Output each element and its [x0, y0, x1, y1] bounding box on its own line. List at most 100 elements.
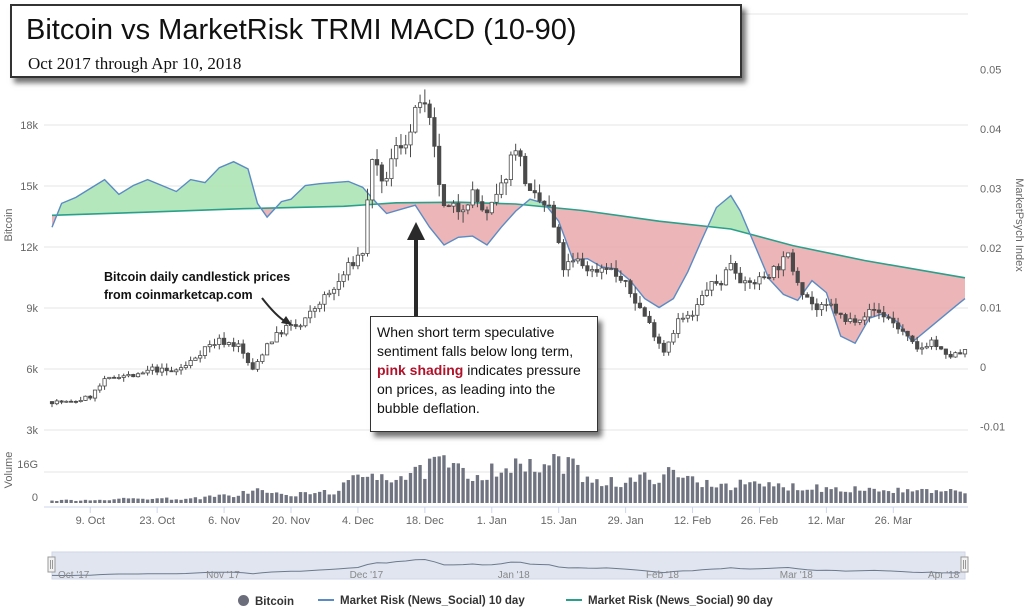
candle-body — [590, 269, 595, 272]
volume-bar — [93, 500, 97, 503]
candle-body — [566, 261, 571, 271]
volume-bar — [929, 493, 934, 503]
candle-body — [862, 316, 867, 321]
volume-bar — [920, 488, 924, 503]
candle-body — [441, 184, 447, 206]
volume-bar — [623, 482, 628, 503]
candle-body — [723, 269, 729, 286]
candle-body — [537, 192, 542, 202]
volume-bar — [365, 476, 370, 503]
volume-bar — [399, 476, 403, 503]
candle-body — [274, 332, 279, 343]
price-tick-label: 6k — [26, 364, 38, 376]
candle-body — [255, 361, 260, 370]
volume-bar — [714, 487, 719, 503]
candle-body — [580, 258, 585, 267]
candle-body — [527, 183, 533, 191]
volume-bar — [628, 477, 633, 503]
volume-bar — [905, 489, 910, 503]
volume-bar — [150, 498, 155, 503]
sentiment-tick-label: -0.01 — [980, 422, 1005, 434]
candle-body — [900, 328, 905, 332]
green-fill-area — [56, 161, 261, 216]
candle-body — [159, 367, 165, 373]
candle-body — [647, 315, 652, 323]
sentiment-tick-label: 0.04 — [980, 124, 1001, 136]
candle-body — [518, 150, 523, 157]
range-navigator[interactable]: Oct '17 Nov '17 Dec '17 Jan '18 Feb '18 Mar '… — [47, 551, 969, 581]
volume-bar — [490, 463, 494, 503]
volume-bar — [260, 490, 264, 503]
candle-body — [953, 352, 958, 358]
candle-body — [905, 330, 910, 337]
candle-body — [346, 262, 351, 276]
candle-body — [293, 324, 298, 327]
candle-body — [934, 339, 939, 348]
volume-bar — [753, 481, 757, 503]
price-axis-title: Bitcoin — [3, 208, 15, 241]
candle-body — [752, 282, 757, 285]
volume-bar — [437, 456, 441, 503]
volume-bar — [494, 476, 499, 503]
candle-body — [872, 308, 877, 311]
volume-bar — [337, 490, 341, 503]
candle-body — [915, 341, 920, 350]
volume-bar — [518, 463, 523, 503]
candle-body — [265, 343, 270, 356]
volume-bar — [872, 488, 876, 503]
callout-arrow-head — [407, 222, 425, 240]
volume-bar — [552, 454, 556, 503]
legend-item-10day[interactable]: Market Risk (News_Social) 10 day — [318, 595, 525, 607]
volume-bar — [485, 479, 489, 503]
candle-body — [298, 325, 303, 328]
legend-item-90day[interactable]: Market Risk (News_Social) 90 day — [566, 595, 773, 607]
volume-bar — [456, 463, 460, 503]
volume-bar — [394, 479, 398, 503]
legend-item-bitcoin[interactable]: Bitcoin — [238, 595, 294, 608]
candle-body — [609, 268, 614, 271]
volume-bar — [466, 478, 470, 503]
price-tick-label: 15k — [20, 181, 38, 193]
candle-body — [551, 204, 556, 228]
candle-body — [145, 369, 150, 374]
candle-body — [398, 145, 404, 149]
candle-body — [245, 352, 251, 364]
candle-body — [939, 346, 944, 350]
volume-bar — [557, 456, 561, 503]
candle-body — [150, 366, 155, 371]
sentiment-axis: -0.01 0 0.01 0.02 0.03 0.04 0.05 MarketPsych In… — [980, 65, 1025, 434]
volume-bar — [585, 476, 590, 503]
candle-body — [786, 252, 791, 258]
volume-bar — [236, 495, 241, 503]
candle-body — [523, 155, 528, 185]
volume-bar — [886, 491, 891, 503]
candle-body — [54, 400, 59, 405]
candle-body — [121, 375, 126, 378]
candle-body — [642, 307, 647, 317]
candle-body — [437, 145, 442, 185]
volume-bar — [805, 489, 809, 503]
volume-bar — [953, 490, 958, 503]
volume-bar — [647, 479, 652, 503]
volume-bar — [351, 475, 355, 503]
candle-body — [446, 205, 451, 207]
candle-body — [236, 343, 241, 347]
candle-body — [303, 317, 308, 327]
navigator-window — [51, 551, 966, 580]
candle-body — [556, 226, 561, 243]
volume-bar — [413, 466, 417, 503]
navigator-label: Mar '18 — [780, 570, 813, 581]
volume-bar — [796, 490, 800, 503]
volume-bar — [509, 472, 513, 503]
candle-body — [64, 400, 69, 403]
volume-bar — [848, 492, 852, 503]
x-tick-label: 18. Dec — [406, 515, 444, 527]
candle-body — [116, 377, 121, 379]
candle-body — [776, 266, 781, 271]
circle-marker-icon — [238, 595, 249, 606]
volume-bar — [671, 469, 676, 503]
volume-bar — [772, 486, 776, 503]
volume-bar — [719, 483, 723, 503]
volume-bar — [643, 472, 647, 503]
volume-bar — [475, 475, 480, 503]
